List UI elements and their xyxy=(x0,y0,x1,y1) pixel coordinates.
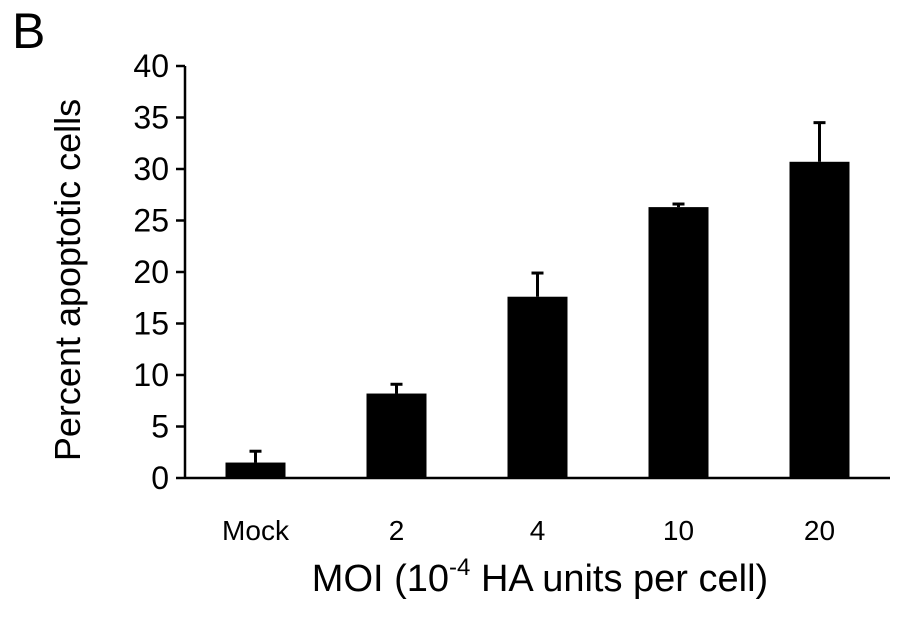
y-tick-label: 35 xyxy=(133,100,169,136)
x-tick-label: 20 xyxy=(804,515,835,546)
bar xyxy=(366,393,427,478)
x-tick-label: 4 xyxy=(530,515,546,546)
x-axis-label-prefix: MOI (10 xyxy=(311,558,450,600)
y-tick-label: 5 xyxy=(151,409,169,445)
x-axis-label-exponent: -4 xyxy=(449,554,471,581)
y-tick-label: 40 xyxy=(133,48,169,84)
y-tick-label: 10 xyxy=(133,357,169,393)
y-tick-label: 25 xyxy=(133,203,169,239)
panel-label: B xyxy=(12,3,46,59)
x-axis-label-suffix: HA units per cell) xyxy=(470,558,769,600)
x-tick-label: 10 xyxy=(663,515,694,546)
x-tick-label: Mock xyxy=(222,515,290,546)
y-tick-label: 15 xyxy=(133,306,169,342)
x-axis-label: MOI (10-4 HA units per cell) xyxy=(190,556,890,600)
bar xyxy=(789,161,850,479)
bar xyxy=(225,462,286,478)
y-tick-label: 0 xyxy=(151,460,169,496)
y-tick-label: 30 xyxy=(133,151,169,187)
y-tick-label: 20 xyxy=(133,254,169,290)
bar xyxy=(648,207,709,479)
x-tick-label: 2 xyxy=(389,515,405,546)
bar xyxy=(507,296,568,478)
